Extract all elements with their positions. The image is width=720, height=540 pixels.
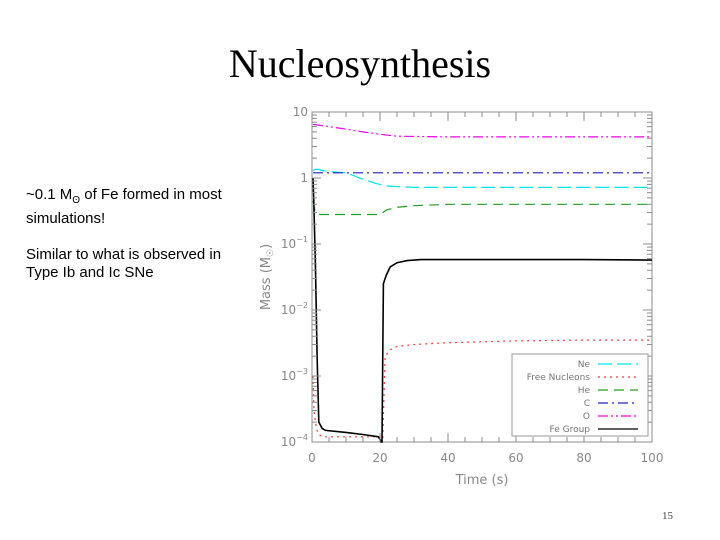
y-axis-title-main: Mass (M [259, 257, 274, 310]
y-tick-label: 1 [300, 171, 308, 185]
legend-label-o: O [583, 412, 590, 422]
legend-label-c: C [584, 399, 590, 409]
x-tick-label: 40 [440, 451, 455, 465]
y-tick-label: 10 [293, 105, 308, 119]
legend-label-he: He [578, 386, 591, 396]
x-tick-label: 0 [308, 451, 316, 465]
series-line-free-nucleons [312, 339, 652, 443]
x-tick-label: 20 [372, 451, 387, 465]
note-fe-mass-prefix: ~0.1 M [26, 186, 73, 203]
legend-label-free-nucleons: Free Nucleons [527, 373, 591, 383]
y-tick-label: 10−1 [281, 235, 308, 251]
y-tick-label-base: 10 [281, 435, 296, 449]
y-axis-title-sub: ☉ [266, 249, 276, 257]
y-tick-label: 10−3 [281, 367, 308, 383]
slide-notes: ~0.1 Mʘ of Fe formed in most simulations… [26, 186, 226, 300]
series-line-he [312, 200, 652, 216]
y-tick-label-exponent: −4 [296, 433, 308, 442]
series-line-fe-group [312, 177, 653, 443]
note-fe-mass-suffix: of Fe formed in most simulations! [26, 186, 222, 227]
legend-label-fe-group: Fe Group [550, 425, 591, 435]
y-tick-label-base: 1 [300, 171, 308, 185]
note-type-ib-ic: Similar to what is observed in Type Ib a… [26, 246, 222, 281]
slide-title: Nucleosynthesis [228, 41, 492, 86]
y-tick-label-exponent: −1 [296, 235, 308, 244]
legend-label-ne: Ne [578, 360, 591, 370]
series-layer [312, 123, 653, 443]
note-fe-mass: ~0.1 Mʘ of Fe formed in most simulations… [26, 186, 226, 228]
y-tick-label-base: 10 [293, 105, 308, 119]
solar-mass-symbol: ʘ [72, 195, 81, 206]
y-tick-label: 10−2 [281, 301, 308, 317]
y-axis-title-close: ) [259, 244, 274, 249]
series-line-o [312, 123, 652, 138]
chart-legend: Ne Free Nucleons He CO Fe Group [511, 353, 649, 437]
y-tick-label-base: 10 [281, 369, 296, 383]
series-line-ne [312, 168, 652, 189]
page-number: 15 [662, 510, 673, 522]
x-tick-label: 60 [508, 451, 523, 465]
legend-box [511, 353, 649, 437]
y-tick-label-base: 10 [281, 237, 296, 251]
y-axis-title: Mass (M☉) [259, 244, 276, 310]
x-axis-title: Time (s) [455, 473, 509, 488]
y-tick-label-exponent: −2 [296, 301, 308, 310]
y-tick-label-base: 10 [281, 303, 296, 317]
x-tick-label: 100 [641, 451, 664, 465]
y-tick-label: 10−4 [281, 433, 308, 449]
x-tick-label: 80 [576, 451, 591, 465]
y-tick-label-exponent: −3 [296, 367, 308, 376]
